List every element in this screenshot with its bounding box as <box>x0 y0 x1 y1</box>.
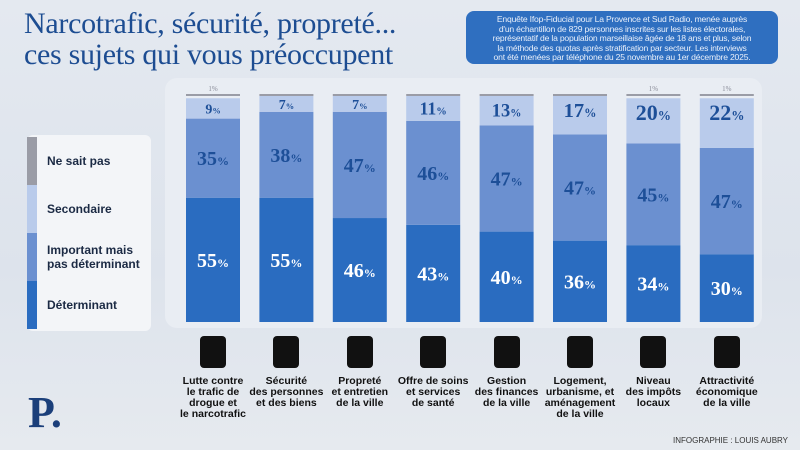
bar-segment <box>553 240 607 322</box>
data-label: 36% <box>564 271 596 293</box>
note-line: représentatif de la population marseilla… <box>492 33 752 43</box>
category-label: Lutte contre le trafic de drogue et le narc… <box>180 375 246 420</box>
category-label: Logement, urbanisme, et aménagement de la v… <box>544 375 616 420</box>
first-aid-kit-icon <box>408 332 458 372</box>
data-label: 7% <box>279 98 294 113</box>
note-line: ont été menées par téléphone du 25 novem… <box>493 52 751 62</box>
trash-can-icon <box>335 332 385 372</box>
category-label: Niveau des impôts locaux <box>625 375 682 409</box>
bar-segment <box>626 245 681 322</box>
methodology-note: Enquête Ifop-Fiducial pour La Provence e… <box>466 11 778 64</box>
bar-segment <box>479 125 534 232</box>
data-label: 47% <box>491 168 523 190</box>
data-label: 34% <box>637 274 669 296</box>
legend-swatch <box>27 185 37 233</box>
data-label: 1% <box>208 85 218 93</box>
legend: Ne sait pas Secondaire Important mais pas … <box>27 135 151 331</box>
data-label: 35% <box>197 148 229 170</box>
bar-segment <box>332 111 387 219</box>
credit: INFOGRAPHIE : LOUIS AUBRY <box>673 436 788 445</box>
category-label: Sécurité des personnes et des biens <box>249 375 324 409</box>
bar-segment <box>259 111 314 198</box>
legend-label: Ne sait pas <box>47 154 111 168</box>
data-label: 55% <box>270 250 302 272</box>
data-label: 17% <box>564 100 597 122</box>
page-title: Narcotrafic, sécurité, propreté... ces s… <box>24 8 396 70</box>
bar-segment <box>332 96 387 112</box>
police-officer-icon <box>261 332 311 372</box>
euro-coins-icon <box>482 332 532 372</box>
bar-segment <box>259 197 314 322</box>
bar-segment-ne-sait-pas <box>553 94 607 96</box>
bar-segment <box>186 98 240 119</box>
legend-swatch <box>27 233 37 281</box>
bar-segment <box>332 218 387 322</box>
legend-item: Secondaire <box>27 185 151 233</box>
title-line-1: Narcotrafic, sécurité, propreté... <box>24 7 397 40</box>
bar-segment-ne-sait-pas <box>406 94 461 96</box>
bar-segment <box>699 98 754 148</box>
bar-segment-ne-sait-pas <box>699 94 754 96</box>
data-label: 9% <box>205 102 220 117</box>
legend-swatch <box>27 137 37 185</box>
data-label: 47% <box>711 191 743 213</box>
bar-segment <box>699 147 754 255</box>
data-label: 47% <box>344 155 376 177</box>
bar-segment <box>479 96 534 126</box>
data-label: 1% <box>649 85 659 93</box>
legend-item: Déterminant <box>27 281 151 329</box>
note-line: d'un échantillon de 829 personnes inscri… <box>498 23 746 34</box>
category-label: Propreté et entretien de la ville <box>331 375 389 409</box>
bar-segment <box>626 143 681 246</box>
category-label: Attractivité économique de la ville <box>695 375 758 409</box>
data-label: 47% <box>564 178 596 200</box>
data-label: 40% <box>491 267 523 289</box>
title-line-2: ces sujets qui vous préoccupent <box>24 38 393 71</box>
bar-segment <box>406 96 461 121</box>
bar-segment <box>553 96 607 135</box>
bar-segment <box>479 231 534 322</box>
note-line: Enquête Ifop-Fiducial pour La Provence e… <box>496 14 748 24</box>
data-label: 46% <box>417 163 449 185</box>
bar-segment <box>553 134 607 241</box>
bar-segment <box>626 98 681 144</box>
legend-label: Secondaire <box>47 202 112 216</box>
legend-label: Important mais pas déterminant <box>47 243 140 271</box>
house-icon <box>555 332 605 372</box>
data-label: 1% <box>722 85 732 93</box>
data-label: 55% <box>197 250 229 272</box>
data-label: 30% <box>711 278 743 300</box>
legend-item: Important mais pas déterminant <box>27 233 151 281</box>
bar-segment <box>406 224 461 322</box>
legend-label: Déterminant <box>47 298 118 312</box>
category-label: Gestion des finances de la ville <box>474 375 539 409</box>
la-provence-logo: P. <box>28 388 62 437</box>
bar-segment <box>699 254 754 322</box>
data-label: 7% <box>352 98 367 113</box>
data-label: 46% <box>344 260 376 282</box>
legend-swatch <box>27 281 37 329</box>
bar-segment-ne-sait-pas <box>626 94 681 96</box>
bar-segment <box>186 118 240 198</box>
tax-document-icon <box>628 332 678 372</box>
plant-hand-icon <box>702 332 752 372</box>
data-label: 43% <box>417 263 449 285</box>
note-line: la méthode des quotas après stratificati… <box>497 42 747 53</box>
legend-item: Ne sait pas <box>27 137 151 185</box>
bar-segment <box>259 96 314 112</box>
category-label: Offre de soins et services de santé <box>397 375 469 409</box>
bar-segment-ne-sait-pas <box>479 94 534 96</box>
bar-segment-ne-sait-pas <box>332 94 387 96</box>
syringe-cross-icon <box>188 332 238 372</box>
bar-segment-ne-sait-pas <box>186 94 240 96</box>
data-label: 38% <box>270 145 302 167</box>
data-label: 45% <box>637 184 669 206</box>
bar-segment-ne-sait-pas <box>259 94 314 96</box>
bar-segment <box>186 197 240 322</box>
bar-segment <box>406 120 461 225</box>
